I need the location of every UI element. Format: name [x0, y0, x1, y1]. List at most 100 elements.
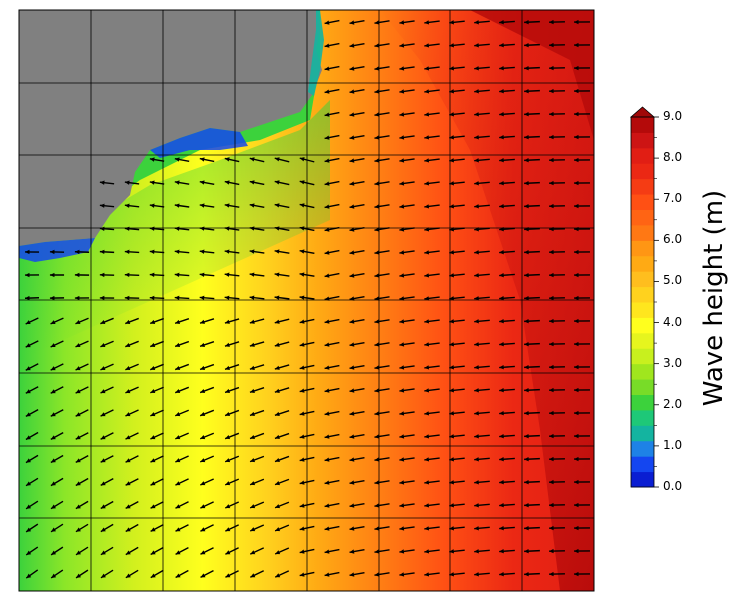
direction-arrow [249, 547, 265, 555]
direction-arrow [424, 296, 440, 301]
direction-arrow [424, 457, 440, 462]
direction-arrow [349, 387, 365, 393]
direction-arrow [449, 365, 465, 370]
direction-arrow [524, 134, 540, 140]
direction-arrow [399, 89, 415, 94]
direction-arrow [249, 318, 265, 324]
direction-arrow [324, 433, 340, 439]
direction-arrow [424, 365, 440, 370]
colorbar-band [631, 194, 654, 210]
direction-arrow [99, 249, 115, 255]
direction-arrow [574, 42, 590, 48]
direction-arrow [75, 363, 89, 371]
direction-arrow [449, 434, 465, 439]
direction-arrow [474, 503, 490, 508]
direction-arrow [199, 272, 215, 277]
direction-arrow [274, 249, 290, 254]
direction-arrow [374, 365, 390, 370]
direction-arrow [299, 410, 315, 416]
direction-arrow [474, 526, 490, 531]
direction-arrow [125, 363, 139, 371]
direction-arrow [199, 295, 215, 300]
direction-arrow [150, 432, 164, 440]
offshore-peak-zone [470, 10, 594, 140]
direction-arrow [299, 203, 315, 209]
direction-arrow [299, 479, 315, 485]
direction-arrow [574, 341, 590, 347]
direction-arrow [324, 456, 340, 462]
direction-arrow [199, 386, 215, 394]
direction-arrow [150, 363, 164, 371]
direction-arrow [549, 479, 565, 485]
direction-arrow [524, 456, 540, 462]
direction-arrow [124, 180, 140, 185]
direction-arrow [299, 364, 315, 370]
colorbar-band [631, 178, 654, 195]
direction-arrow [324, 42, 340, 48]
direction-arrow [549, 226, 565, 232]
direction-arrow [349, 502, 365, 508]
direction-arrow [524, 502, 540, 508]
direction-arrow [399, 549, 415, 554]
direction-arrow [399, 135, 415, 140]
direction-arrow [299, 295, 315, 300]
direction-arrow [499, 250, 515, 255]
direction-arrow [100, 409, 114, 417]
direction-arrow [324, 502, 340, 508]
direction-arrow [100, 340, 114, 348]
direction-arrow [424, 112, 440, 117]
direction-arrow [424, 227, 440, 232]
direction-arrow [100, 363, 114, 371]
direction-arrow [274, 364, 290, 370]
direction-arrow [199, 180, 215, 185]
direction-arrow [574, 226, 590, 232]
direction-arrow [274, 157, 290, 163]
direction-arrow [125, 432, 139, 440]
direction-arrow [399, 319, 415, 324]
direction-arrow [499, 158, 515, 163]
direction-arrow [249, 387, 265, 393]
direction-arrow [124, 203, 140, 208]
direction-arrow [174, 272, 190, 277]
direction-arrow [574, 249, 590, 255]
direction-arrow [399, 572, 415, 577]
direction-arrow [199, 363, 215, 371]
direction-arrow [549, 134, 565, 140]
direction-arrow [274, 203, 290, 209]
direction-arrow [524, 295, 540, 301]
direction-arrow [249, 478, 265, 486]
direction-arrow [125, 409, 139, 417]
direction-arrow [50, 454, 64, 464]
direction-arrow [574, 88, 590, 94]
direction-arrow [324, 88, 340, 94]
direction-arrow [100, 500, 114, 510]
direction-arrow [250, 570, 264, 578]
direction-arrow [574, 65, 590, 71]
direction-arrow [474, 549, 490, 554]
direction-arrow [499, 135, 515, 140]
direction-arrow [549, 318, 565, 324]
direction-arrow [374, 250, 390, 255]
direction-arrow [225, 547, 239, 555]
colorbar-band [631, 209, 654, 226]
direction-arrow [150, 569, 164, 579]
direction-arrow [324, 226, 340, 232]
direction-arrow [574, 410, 590, 416]
direction-arrow [549, 295, 565, 301]
direction-arrow [374, 43, 390, 48]
direction-arrow [324, 295, 340, 301]
direction-arrow [199, 203, 215, 208]
direction-arrow [424, 43, 440, 48]
wave-direction-arrows [24, 19, 590, 579]
direction-arrow [175, 524, 189, 532]
direction-arrow [224, 501, 240, 509]
direction-arrow [200, 478, 214, 486]
direction-arrow [349, 479, 365, 485]
direction-arrow [75, 477, 89, 487]
direction-arrow [374, 66, 390, 71]
colorbar-band [631, 425, 654, 442]
direction-arrow [150, 501, 164, 509]
direction-arrow [549, 249, 565, 255]
direction-arrow [225, 570, 239, 578]
direction-arrow [175, 409, 189, 417]
